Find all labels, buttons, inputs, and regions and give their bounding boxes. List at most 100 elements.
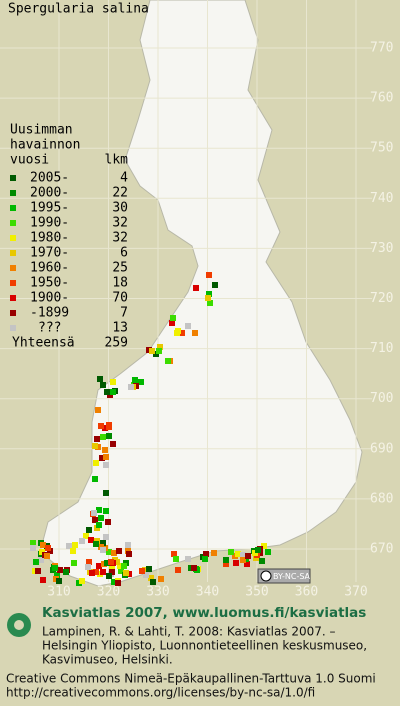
legend-swatch [10,325,16,331]
occurrence-dot [193,285,199,291]
occurrence-dot [88,537,94,543]
occurrence-dot [150,579,156,585]
y-grid-label: 680 [370,491,393,506]
occurrence-dot [56,578,62,584]
occurrence-dot [157,344,163,350]
occurrence-dot [110,389,116,395]
license-line: Creative Commons Nimeä-Epäkaupallinen-Ta… [6,672,376,686]
occurrence-dot [255,547,261,553]
occurrence-dot [100,434,106,440]
occurrence-dot [111,550,117,556]
legend-label: 2005- [30,171,69,186]
occurrence-dot [206,272,212,278]
occurrence-dot [125,542,131,548]
occurrence-dot [240,552,246,558]
legend-total-label: Yhteensä [12,336,75,351]
x-grid-label: 340 [196,585,219,600]
occurrence-dot [99,455,105,461]
occurrence-dot [106,549,112,555]
legend-count: 4 [120,171,128,186]
occurrence-dot [103,454,109,460]
citation-line: Kasvimuseo, Helsinki. [42,653,173,667]
occurrence-dot [35,568,41,574]
occurrence-dot [244,561,250,567]
legend-count: 70 [112,291,128,306]
occurrence-dot [30,545,36,551]
occurrence-dot [111,579,117,585]
occurrence-dot [54,572,60,578]
occurrence-dot [103,534,109,540]
legend-header: havainnon [10,138,80,153]
occurrence-dot [89,570,95,576]
legend-label: ??? [38,321,61,336]
occurrence-dot [169,320,175,326]
occurrence-dot [98,423,104,429]
occurrence-dot [110,441,116,447]
legend-swatch [10,310,16,316]
occurrence-dot [110,379,116,385]
legend-count: 18 [112,276,128,291]
occurrence-dot [38,557,44,563]
y-grid-label: 690 [370,441,393,456]
legend-count: 32 [112,216,128,231]
occurrence-dot [103,508,109,514]
occurrence-dot [103,490,109,496]
footer-heading: Kasviatlas 2007, www.luomus.fi/kasviatla… [42,605,366,621]
occurrence-dot [265,549,271,555]
occurrence-dot [71,560,77,566]
y-grid-label: 700 [370,391,393,406]
occurrence-dot [103,462,109,468]
cc-icon [260,570,272,582]
occurrence-dot [223,557,229,563]
occurrence-dot [52,565,58,571]
occurrence-dot [143,572,149,578]
occurrence-dot [149,348,155,354]
occurrence-dot [205,295,211,301]
occurrence-dot [207,300,213,306]
legend-label: 1990- [30,216,69,231]
occurrence-dot [92,443,98,449]
legend-count: 13 [112,321,128,336]
occurrence-dot [240,557,246,563]
occurrence-dot [86,559,92,565]
occurrence-dot [70,548,76,554]
occurrence-dot [97,376,103,382]
legend-label: 1970- [30,246,69,261]
occurrence-dot [106,573,112,579]
legend-swatch [10,220,16,226]
occurrence-dot [40,577,46,583]
occurrence-dot [66,543,72,549]
occurrence-dot [92,476,98,482]
occurrence-dot [206,291,212,297]
occurrence-dot [108,559,114,565]
occurrence-dot [100,569,106,575]
y-grid-label: 670 [370,542,393,557]
occurrence-dot [102,447,108,453]
y-grid-label: 720 [370,291,393,306]
occurrence-dot [156,348,162,354]
legend: Uusimman havainnon vuosi lkm 2005- 4 2000-… [10,123,128,351]
y-grid-label: 750 [370,141,393,156]
x-grid-label: 360 [295,585,318,600]
occurrence-dot [63,569,69,575]
occurrence-dot [100,547,106,553]
occurrence-dot [126,551,132,557]
legend-count: 22 [112,186,128,201]
occurrence-dot [174,330,180,336]
occurrence-dot [98,515,104,521]
map-title: Spergularia salina [8,2,149,17]
occurrence-dot [93,569,99,575]
occurrence-dot [165,358,171,364]
occurrence-dot [40,542,46,548]
occurrence-dot [85,564,91,570]
occurrence-dot [33,559,39,565]
occurrence-dot [123,570,129,576]
occurrence-dot [139,568,145,574]
occurrence-dot [228,549,234,555]
legend-label: -1899 [30,306,69,321]
occurrence-dot [261,543,267,549]
license-line: http://creativecommons.org/licenses/by-n… [6,686,315,700]
occurrence-dot [158,576,164,582]
